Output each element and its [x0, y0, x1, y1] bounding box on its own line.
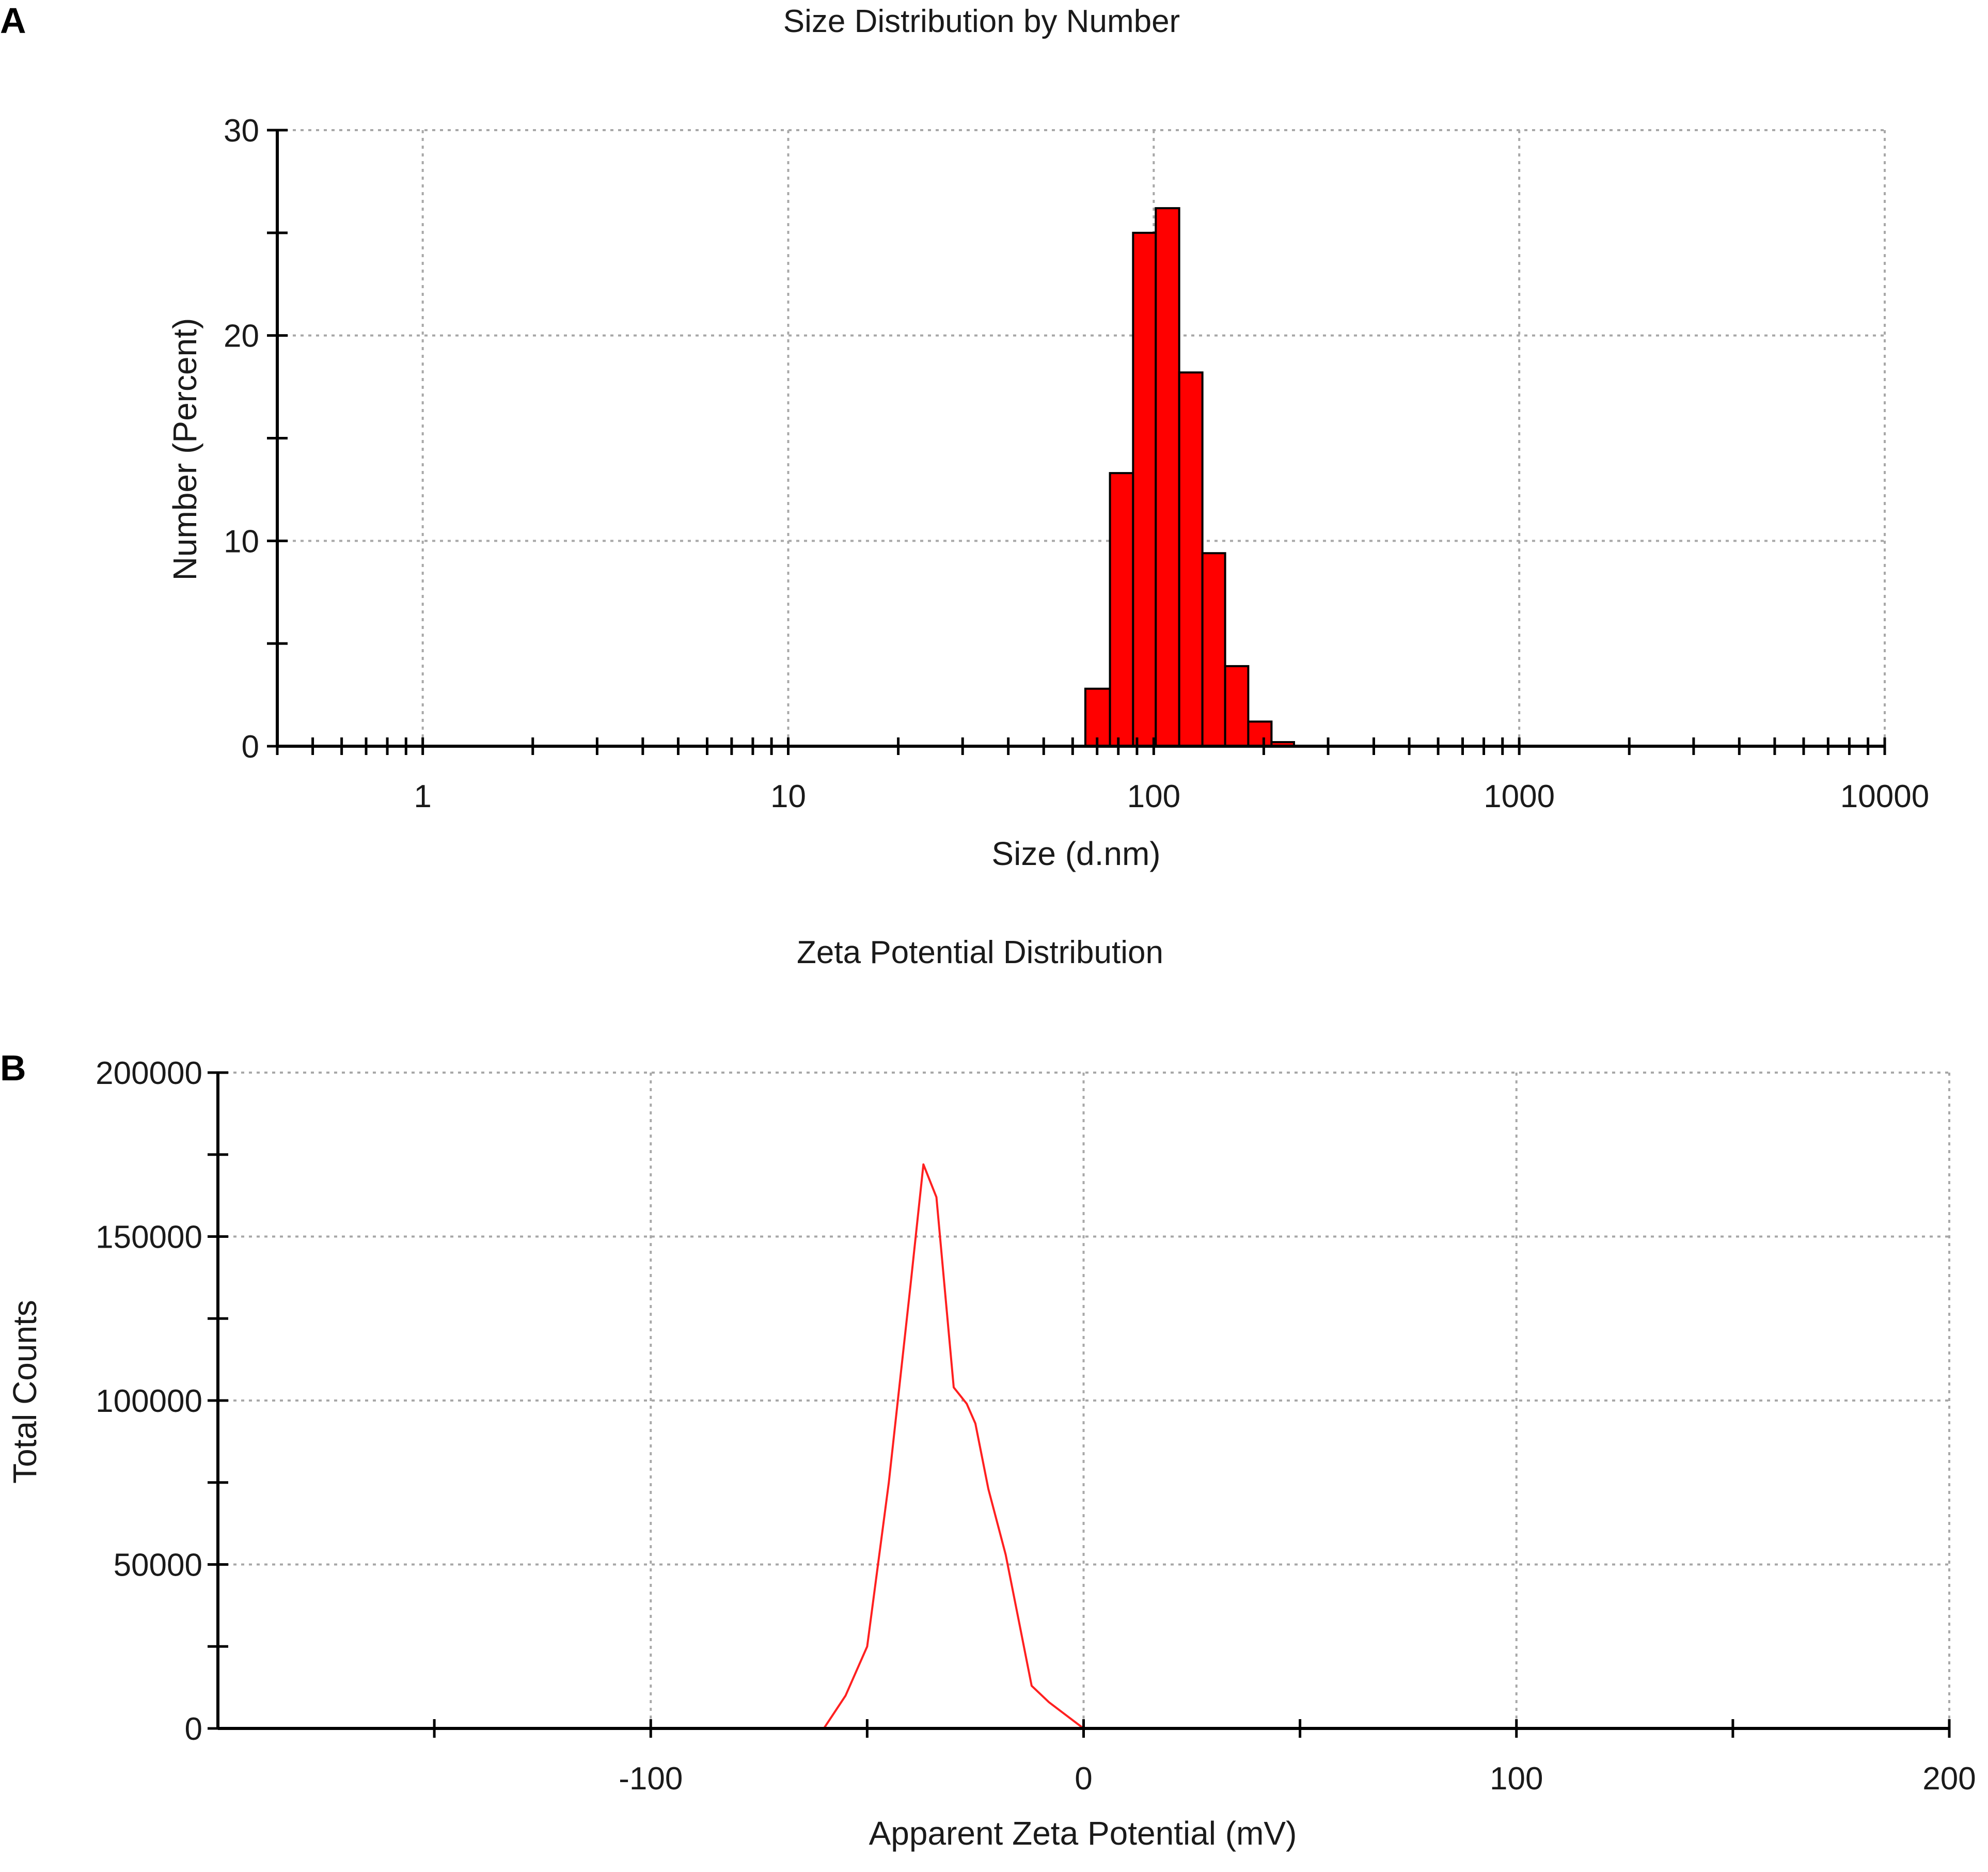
chart-a-x-tick-label: 1000 [1484, 779, 1555, 814]
chart-b-gridlines [218, 1072, 1950, 1728]
panel-letter-b: B [0, 1048, 26, 1088]
chart-b-x-tick-label: 100 [1490, 1761, 1543, 1797]
chart-a-y-axis-label: Number (Percent) [166, 318, 203, 581]
chart-a-bars [1084, 207, 1296, 748]
chart-b-y-tick-label: 200000 [96, 1056, 202, 1091]
chart-a-x-tick-label: 100 [1127, 779, 1180, 814]
chart-b-x-tick-label: 0 [1075, 1761, 1092, 1797]
chart-a-bar-4 [1178, 371, 1204, 747]
chart-a-title: Size Distribution by Number [783, 4, 1180, 39]
chart-b-y-tick-label: 0 [185, 1711, 202, 1747]
panel-letter-a: A [0, 1, 26, 41]
chart-b-x-tick-label: -100 [619, 1761, 683, 1797]
chart-b-ticks [208, 1071, 1951, 1738]
chart-a-y-tick-label: 10 [224, 524, 259, 559]
chart-a-x-tick-label: 10 [770, 779, 806, 814]
chart-a-bar-6 [1224, 665, 1250, 748]
chart-a-tick-labels: 1 10 100 1000 10000 0 10 20 30 [224, 113, 1929, 814]
chart-a-y-tick-label: 30 [224, 113, 259, 149]
chart-b: B Zeta Potential Distribution -100 0 100 20… [0, 935, 1976, 1852]
chart-a-y-tick-label: 0 [242, 729, 259, 765]
chart-b-title: Zeta Potential Distribution [797, 935, 1163, 970]
chart-a-bar-7 [1247, 720, 1273, 748]
chart-a-bar-1 [1109, 472, 1134, 747]
chart-b-y-tick-label: 150000 [96, 1220, 202, 1255]
chart-b-y-tick-label: 100000 [96, 1383, 202, 1419]
chart-b-y-axis-label: Total Counts [6, 1300, 43, 1484]
chart-a-bar-2 [1132, 231, 1157, 748]
chart-a-bar-3 [1155, 207, 1180, 748]
chart-a-y-tick-label: 20 [224, 319, 259, 354]
chart-b-y-tick-label: 50000 [114, 1548, 202, 1583]
chart-a-x-tick-label: 1 [414, 779, 431, 814]
chart-a-x-axis-label: Size (d.nm) [991, 835, 1160, 872]
chart-a-x-tick-label: 10000 [1840, 779, 1929, 814]
chart-a-bar-5 [1201, 552, 1226, 748]
chart-b-x-axis-label: Apparent Zeta Potential (mV) [869, 1815, 1297, 1852]
chart-b-tick-labels: -100 0 100 200 0 50000 100000 150000 200000 [96, 1056, 1976, 1797]
chart-b-x-tick-label: 200 [1922, 1761, 1976, 1797]
chart-a: A Size Distribution by Number 1 10 100 1000… [0, 1, 1929, 872]
chart-a-ticks [267, 129, 1886, 755]
